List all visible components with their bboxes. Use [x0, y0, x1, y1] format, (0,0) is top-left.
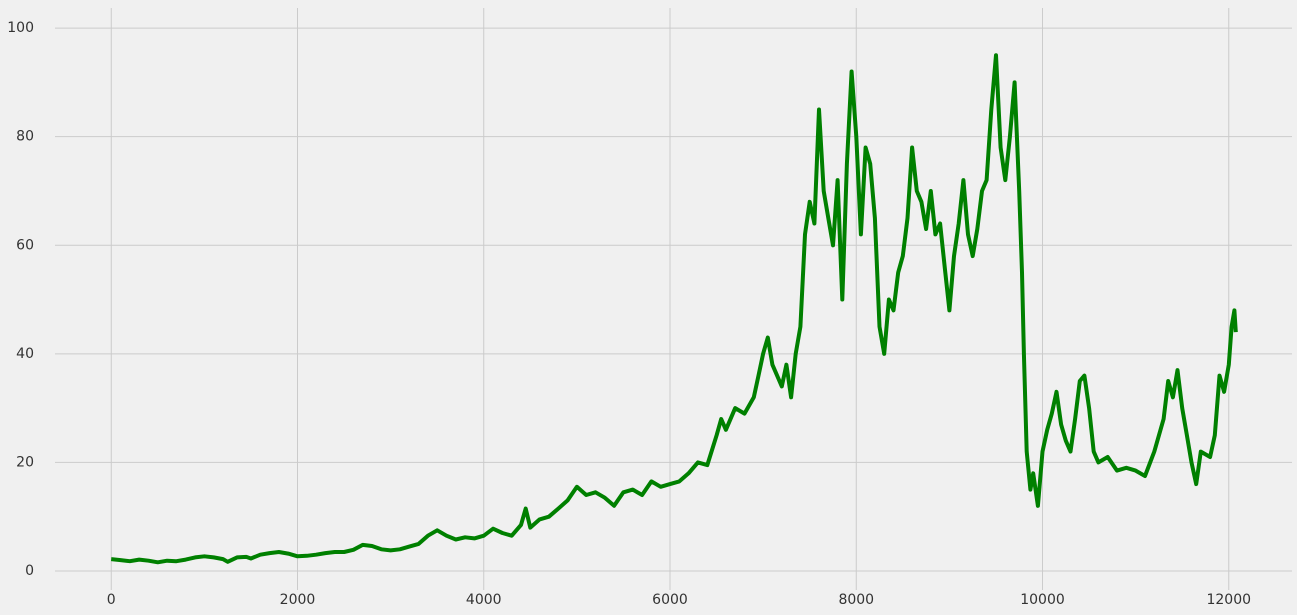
x-tick-label: 4000	[466, 592, 502, 608]
x-tick-label: 6000	[652, 592, 688, 608]
y-tick-label: 60	[16, 237, 34, 253]
y-tick-label: 20	[16, 454, 34, 470]
y-tick-label: 80	[16, 129, 34, 145]
data-line	[110, 53, 1238, 565]
x-tick-label: 0	[107, 592, 116, 608]
y-tick-label: 100	[7, 20, 34, 36]
x-tick-label: 2000	[280, 592, 316, 608]
x-tick-label: 12000	[1206, 592, 1251, 608]
y-tick-label: 0	[25, 563, 34, 579]
x-tick-label: 10000	[1020, 592, 1065, 608]
x-tick-label: 8000	[838, 592, 874, 608]
y-tick-label: 40	[16, 346, 34, 362]
